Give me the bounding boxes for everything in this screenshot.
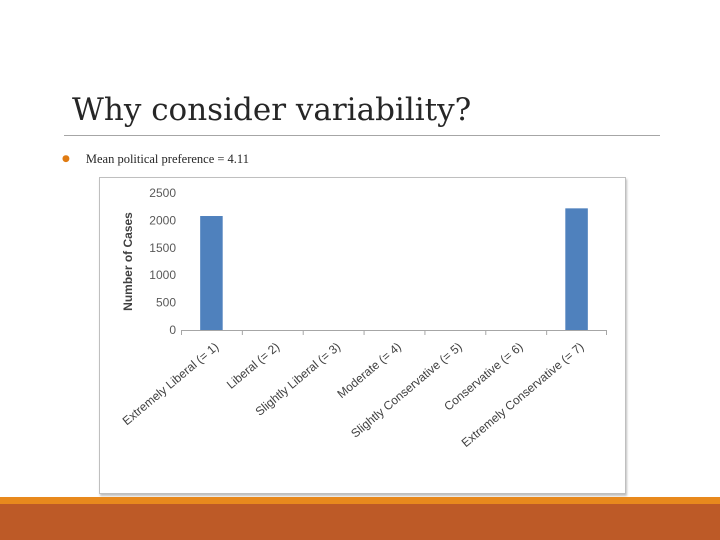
y-tick-label: 1500 bbox=[149, 241, 176, 255]
x-category-label: Extremely Conservative (= 7) bbox=[459, 340, 587, 450]
title-divider bbox=[64, 135, 660, 136]
bullet-text: Mean political preference = 4.11 bbox=[85, 151, 249, 166]
slide-title: Why consider variability? bbox=[72, 92, 472, 128]
x-category-label: Extremely Liberal (= 1) bbox=[120, 340, 222, 429]
bar-chart: 0 500 1000 1500 2000 2500 Number of Cases Extre… bbox=[120, 186, 607, 450]
chart-frame: 0 500 1000 1500 2000 2500 Number of Cases Extre… bbox=[99, 177, 626, 494]
x-category-label: Slightly Conservative (= 5) bbox=[348, 340, 465, 441]
bar bbox=[200, 216, 223, 330]
y-axis-title: Number of Cases bbox=[121, 212, 135, 311]
x-category-label: Liberal (= 2) bbox=[224, 340, 282, 392]
bullet-icon: ● bbox=[62, 154, 70, 164]
footer-band-bottom bbox=[0, 504, 720, 540]
y-tick-label: 0 bbox=[169, 323, 176, 337]
y-tick-label: 500 bbox=[156, 296, 176, 310]
y-tick-label: 1000 bbox=[149, 268, 176, 282]
footer-band-top bbox=[0, 497, 720, 504]
bullet-item: ● Mean political preference = 4.11 bbox=[62, 151, 249, 167]
y-tick-label: 2000 bbox=[149, 213, 176, 227]
bar bbox=[565, 208, 588, 330]
y-tick-label: 2500 bbox=[149, 186, 176, 200]
